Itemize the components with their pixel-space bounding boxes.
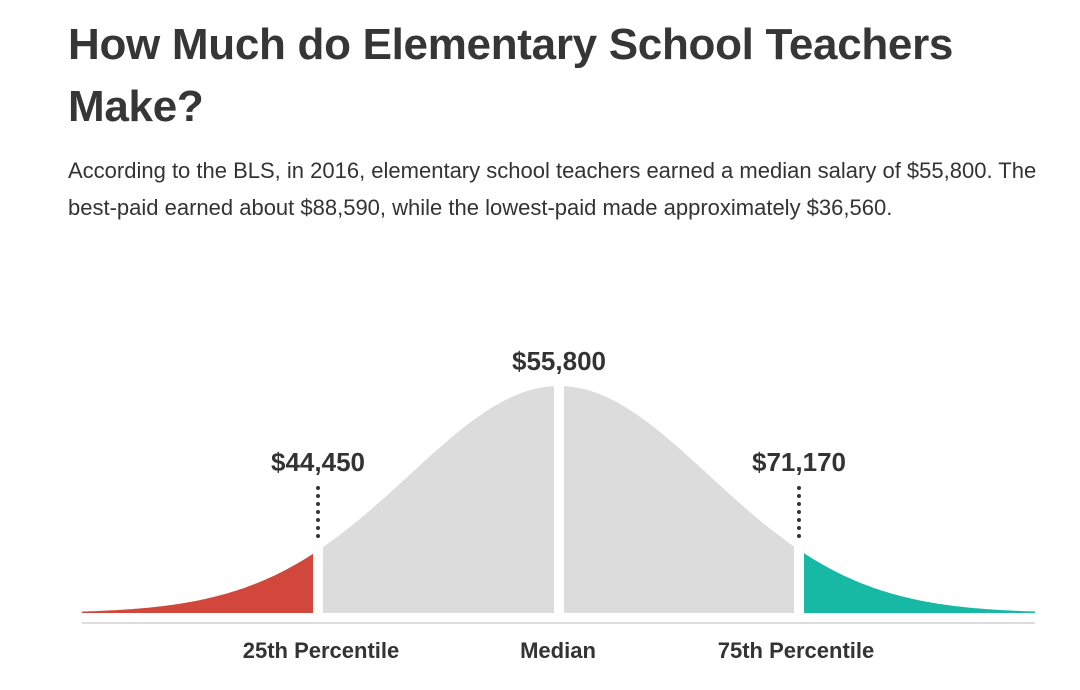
median-axis-label: Median xyxy=(520,638,596,663)
p75-axis-label: 75th Percentile xyxy=(718,638,875,663)
region-lower-middle xyxy=(323,386,554,613)
page-title: How Much do Elementary School Teachers M… xyxy=(68,20,954,131)
region-upper-middle xyxy=(564,386,794,613)
salary-distribution-chart: $44,450 $55,800 $71,170 25th Percentile … xyxy=(0,330,1080,685)
median-value-label: $55,800 xyxy=(512,346,606,376)
bell-curve-svg: $44,450 $55,800 $71,170 25th Percentile … xyxy=(82,346,1035,663)
region-lowest-quartile xyxy=(82,553,313,613)
p75-value-label: $71,170 xyxy=(752,447,846,477)
p25-axis-label: 25th Percentile xyxy=(243,638,400,663)
intro-paragraph: According to the BLS, in 2016, elementar… xyxy=(68,158,1037,220)
p25-value-label: $44,450 xyxy=(271,447,365,477)
region-highest-quartile xyxy=(804,553,1035,613)
